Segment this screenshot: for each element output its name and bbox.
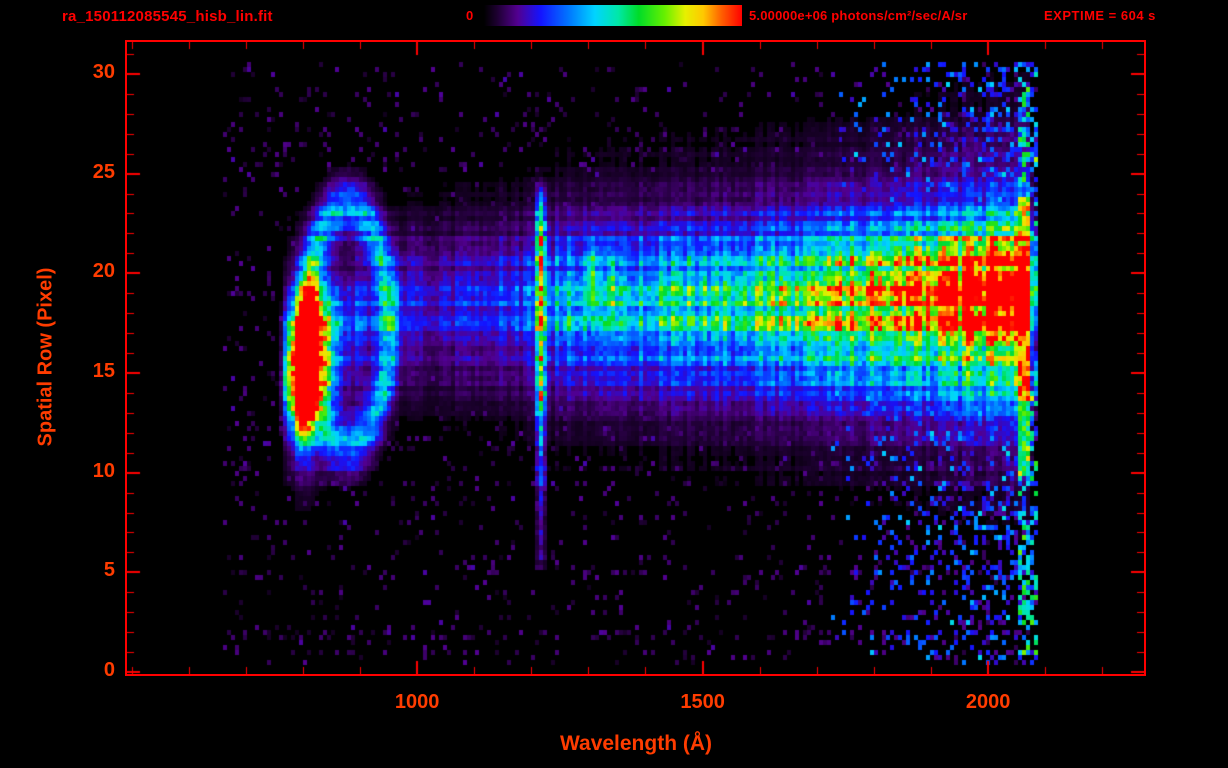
x-tick-label: 1500 xyxy=(680,691,725,713)
y-tick-label: 5 xyxy=(103,559,115,582)
y-tick-label: 10 xyxy=(92,459,115,482)
plot-frame xyxy=(125,40,1146,676)
x-axis-title: Wavelength (Å) xyxy=(559,732,713,755)
spectral-image-canvas xyxy=(127,42,1144,674)
y-tick-label: 0 xyxy=(103,659,115,681)
colorbar-min-label: 0 xyxy=(466,8,474,23)
y-axis-title: Spatial Row (Pixel) xyxy=(34,267,57,447)
exposure-time-label: EXPTIME = 604 s xyxy=(1044,8,1156,23)
y-tick-label: 15 xyxy=(92,359,115,382)
y-tick-label: 30 xyxy=(92,60,115,83)
colorbar-max-label: 5.00000e+06 photons/cm²/sec/A/sr xyxy=(749,8,968,23)
x-tick-label: 1000 xyxy=(394,691,440,713)
y-tick-label: 25 xyxy=(92,160,115,183)
file-title: ra_150112085545_hisb_lin.fit xyxy=(62,8,273,25)
x-tick-label: 2000 xyxy=(965,691,1011,713)
colorbar-gradient xyxy=(484,5,742,26)
y-tick-label: 20 xyxy=(92,260,115,283)
